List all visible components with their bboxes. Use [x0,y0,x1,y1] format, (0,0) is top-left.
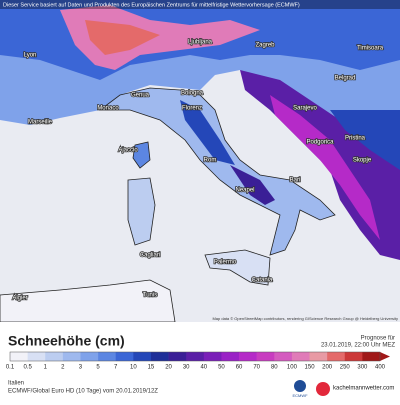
color-swatch [62,352,81,361]
header-notice: Dieser Service basiert auf Daten und Pro… [3,2,300,8]
city-label: Belgrad [335,76,356,82]
color-swatch [274,352,293,361]
city-label: Podgorica [306,140,334,146]
scale-tick-label: 200 [322,365,333,371]
scale-outline [9,351,381,362]
scale-tick-label: 70 [253,365,260,371]
scale-tick-label: 80 [271,365,278,371]
color-swatch [256,352,275,361]
city-label: Lyon [24,53,37,59]
color-swatch [27,352,46,361]
city-label: Bari [290,178,301,184]
city-label: Ajaccio [118,148,138,154]
city-label: Zagreb [255,43,275,49]
city-label: Timisoara [357,46,384,52]
color-swatch [291,352,310,361]
color-swatch [362,352,381,361]
color-swatch [133,352,152,361]
scale-tick-label: 1 [44,365,48,371]
color-swatch [309,352,328,361]
color-swatch [150,352,169,361]
color-swatch [186,352,205,361]
scale-tick-label: 60 [236,365,243,371]
city-label: Cagliari [140,253,160,259]
forecast-time: 23.01.2019, 22:00 Uhr MEZ [321,343,395,349]
scale-tick-label: 3 [79,365,83,371]
city-label: Pristina [345,136,366,142]
scale-tick-label: 20 [165,365,172,371]
color-swatch [115,352,134,361]
city-labels: Lyon Ljubljana Zagreb Timisoara Belgrad Genua… [12,39,385,303]
color-swatch [45,352,64,361]
scale-tick-label: 300 [357,365,368,371]
scale-tick-label: 30 [183,365,190,371]
color-swatch [203,352,222,361]
scale-tick-label: 7 [114,365,118,371]
city-label: Ljubljana [188,40,213,46]
city-label: Algier [12,296,27,302]
color-scale: 0.1 0.5 1 2 3 5 7 10 15 20 30 40 50 60 70 80 100 150 200 25… [6,351,390,371]
city-label: Monaco [97,106,119,112]
legend-title: Schneehöhe (cm) [8,333,125,349]
kachelmann-logo [316,382,330,396]
ecmwf-logo [294,380,306,392]
scale-tick-label: 250 [340,365,351,371]
scale-arrow [380,352,390,361]
region: Italien [8,381,24,387]
scale-tick-label: 0.1 [6,365,15,371]
forecast-label: Prognose für [361,336,395,342]
scale-tick-label: 10 [130,365,137,371]
model-run: ECMWF/Global Euro HD (10 Tage) vom 20.01… [8,389,158,395]
city-label: Genua [131,93,150,99]
city-label: Catania [252,278,273,284]
city-label: Bologna [181,91,204,97]
scale-tick-label: 40 [200,365,207,371]
ecmwf-text: ECMWF [292,393,308,398]
color-swatch [80,352,99,361]
city-label: Marseille [28,120,53,126]
color-swatch [344,352,363,361]
color-swatch [168,352,187,361]
scale-tick-label: 0.5 [23,365,32,371]
scale-tick-label: 5 [96,365,100,371]
scale-tick-label: 100 [287,365,298,371]
attribution: Map data © OpenStreetMap contributors, r… [212,316,398,321]
kachelmann-text: kachelmannwetter.com [333,386,394,392]
city-label: Florenz [182,106,202,112]
city-label: Rom [204,158,217,164]
scale-tick-label: 400 [375,365,386,371]
scale-tick-label: 150 [305,365,316,371]
color-swatch [327,352,346,361]
scale-tick-label: 15 [148,365,155,371]
color-swatch [239,352,257,361]
scale-tick-label: 2 [61,365,65,371]
city-label: Tunis [143,293,157,299]
color-swatch [98,352,117,361]
map [0,0,400,323]
city-label: Skopje [353,158,372,164]
color-swatch [221,352,240,361]
scale-tick-label: 50 [218,365,225,371]
city-label: Palermo [214,260,237,266]
city-label: Sarajevo [293,106,317,112]
header-bar [0,0,400,9]
city-label: Neapel [235,188,254,194]
color-swatch [10,352,28,361]
